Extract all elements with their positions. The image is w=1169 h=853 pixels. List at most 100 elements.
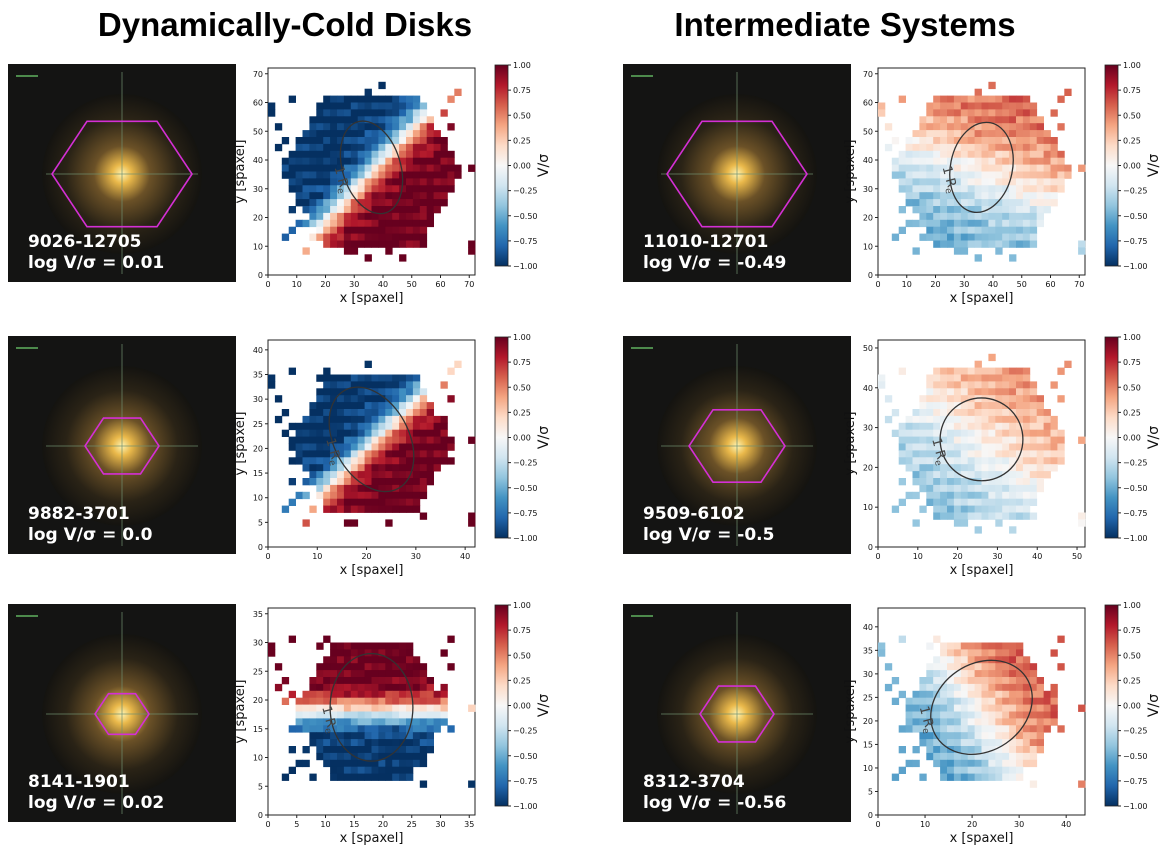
log-v-sigma-label: log V/σ = 0.02 — [28, 793, 165, 813]
y-tick-label: 0 — [868, 543, 873, 552]
effective-radius-contour — [930, 659, 1033, 756]
galaxy-id-label: 9026-12705 — [28, 232, 142, 252]
galaxy-id-label: 8312-3704 — [643, 772, 745, 792]
colorbar-tick-label: 0.00 — [513, 702, 531, 711]
colorbar-tick-label: −0.50 — [1123, 212, 1148, 221]
y-tick-label: 30 — [253, 395, 263, 404]
x-tick-label: 50 — [1072, 552, 1082, 561]
x-tick-label: 60 — [1045, 280, 1055, 289]
x-axis-label: x [spaxel] — [950, 291, 1014, 306]
colorbar-tick-label: 0.75 — [513, 626, 531, 635]
effective-radius-contour — [949, 121, 1014, 214]
colorbar-tick-label: −1.00 — [1123, 534, 1148, 543]
x-tick-label: 20 — [320, 280, 330, 289]
y-tick-label: 10 — [863, 503, 873, 512]
y-tick-label: 20 — [863, 717, 873, 726]
x-tick-label: 0 — [875, 280, 880, 289]
colorbar-tick-label: 0.50 — [1123, 651, 1141, 660]
effective-radius-contour — [939, 397, 1024, 482]
colorbar-tick-label: 0.25 — [1123, 136, 1141, 145]
y-tick-label: 70 — [253, 70, 263, 79]
colorbar-tick-label: −0.50 — [1123, 752, 1148, 761]
x-tick-label: 40 — [1061, 820, 1071, 829]
y-tick-label: 25 — [863, 693, 873, 702]
colorbar-tick-label: 1.00 — [513, 601, 531, 610]
y-axis-label: y [spaxel] — [233, 680, 248, 744]
colorbar — [1104, 64, 1119, 267]
y-axis-label: y [spaxel] — [233, 412, 248, 476]
colorbar-tick-label: 0.75 — [513, 86, 531, 95]
y-tick-label: 5 — [258, 782, 263, 791]
x-axis-label: x [spaxel] — [340, 563, 404, 578]
colorbar-tick-label: −0.75 — [513, 509, 538, 518]
colorbar-tick-label: −0.25 — [513, 727, 538, 736]
log-v-sigma-label: log V/σ = -0.56 — [643, 793, 787, 813]
y-tick-label: 0 — [258, 271, 263, 280]
colorbar-tick-label: −0.25 — [513, 187, 538, 196]
x-tick-label: 10 — [320, 820, 330, 829]
ifu-hexagon — [688, 409, 786, 483]
y-tick-label: 15 — [253, 725, 263, 734]
y-tick-label: 30 — [863, 424, 873, 433]
x-tick-label: 50 — [407, 280, 417, 289]
colorbar-tick-label: −0.75 — [513, 237, 538, 246]
colorbar-tick-label: 0.00 — [1123, 434, 1141, 443]
y-tick-label: 5 — [868, 787, 873, 796]
column-title-cold-disks: Dynamically-Cold Disks — [97, 6, 473, 43]
y-tick-label: 20 — [863, 214, 873, 223]
x-tick-label: 10 — [920, 820, 930, 829]
galaxy-image-8141-1901: 8141-1901 log V/σ = 0.02 — [8, 604, 236, 822]
y-tick-label: 60 — [863, 99, 873, 108]
y-tick-label: 20 — [863, 463, 873, 472]
x-tick-label: 35 — [464, 820, 474, 829]
y-tick-label: 30 — [863, 185, 873, 194]
x-tick-label: 5 — [294, 820, 299, 829]
y-tick-label: 50 — [863, 344, 873, 353]
y-tick-label: 10 — [253, 242, 263, 251]
x-tick-label: 20 — [361, 552, 371, 561]
y-tick-label: 40 — [863, 623, 873, 632]
colorbar — [494, 336, 509, 539]
velocity-map-9026-12705: 1 Re 0 10 20 30 40 50 60 70 0 10 20 30 40 50 60 70 x [spa… — [230, 60, 575, 310]
colorbar-tick-label: −0.25 — [1123, 459, 1148, 468]
y-tick-label: 35 — [253, 371, 263, 380]
x-axis-label: x [spaxel] — [340, 291, 404, 306]
colorbar-tick-label: 0.50 — [513, 651, 531, 660]
colorbar-tick-label: 0.50 — [513, 383, 531, 392]
colorbar-tick-label: 1.00 — [1123, 61, 1141, 70]
colorbar-label: V/σ — [1146, 694, 1162, 717]
y-tick-label: 10 — [863, 242, 873, 251]
colorbar-tick-label: −1.00 — [513, 262, 538, 271]
colorbar-tick-label: 0.00 — [1123, 702, 1141, 711]
x-tick-label: 25 — [407, 820, 417, 829]
colorbar-tick-label: −1.00 — [1123, 802, 1148, 811]
x-tick-label: 0 — [265, 280, 270, 289]
y-tick-label: 30 — [253, 639, 263, 648]
velocity-field — [878, 353, 1086, 534]
colorbar-tick-label: −0.25 — [1123, 727, 1148, 736]
colorbar-label: V/σ — [1146, 154, 1162, 177]
colorbar-tick-label: −0.50 — [1123, 484, 1148, 493]
galaxy-image-9882-3701: 9882-3701 log V/σ = 0.0 — [8, 336, 236, 554]
ifu-hexagon — [94, 692, 150, 736]
y-tick-label: 10 — [253, 494, 263, 503]
colorbar-tick-label: 0.00 — [513, 162, 531, 171]
y-tick-label: 0 — [258, 543, 263, 552]
colorbar — [494, 64, 509, 267]
x-axis-label: x [spaxel] — [950, 563, 1014, 578]
velocity-field — [268, 635, 476, 788]
effective-radius-contour — [329, 652, 414, 762]
y-axis-label: y [spaxel] — [233, 140, 248, 204]
colorbar-tick-label: −1.00 — [513, 802, 538, 811]
colorbar-tick-label: 0.25 — [1123, 408, 1141, 417]
y-tick-label: 40 — [863, 384, 873, 393]
colorbar-label: V/σ — [536, 694, 552, 717]
x-axis-label: x [spaxel] — [340, 831, 404, 846]
colorbar-tick-label: 0.00 — [513, 434, 531, 443]
x-tick-label: 40 — [1032, 552, 1042, 561]
y-axis-label: y [spaxel] — [843, 140, 858, 204]
y-tick-label: 10 — [863, 764, 873, 773]
x-tick-label: 20 — [930, 280, 940, 289]
x-tick-label: 70 — [464, 280, 474, 289]
colorbar-label: V/σ — [536, 154, 552, 177]
